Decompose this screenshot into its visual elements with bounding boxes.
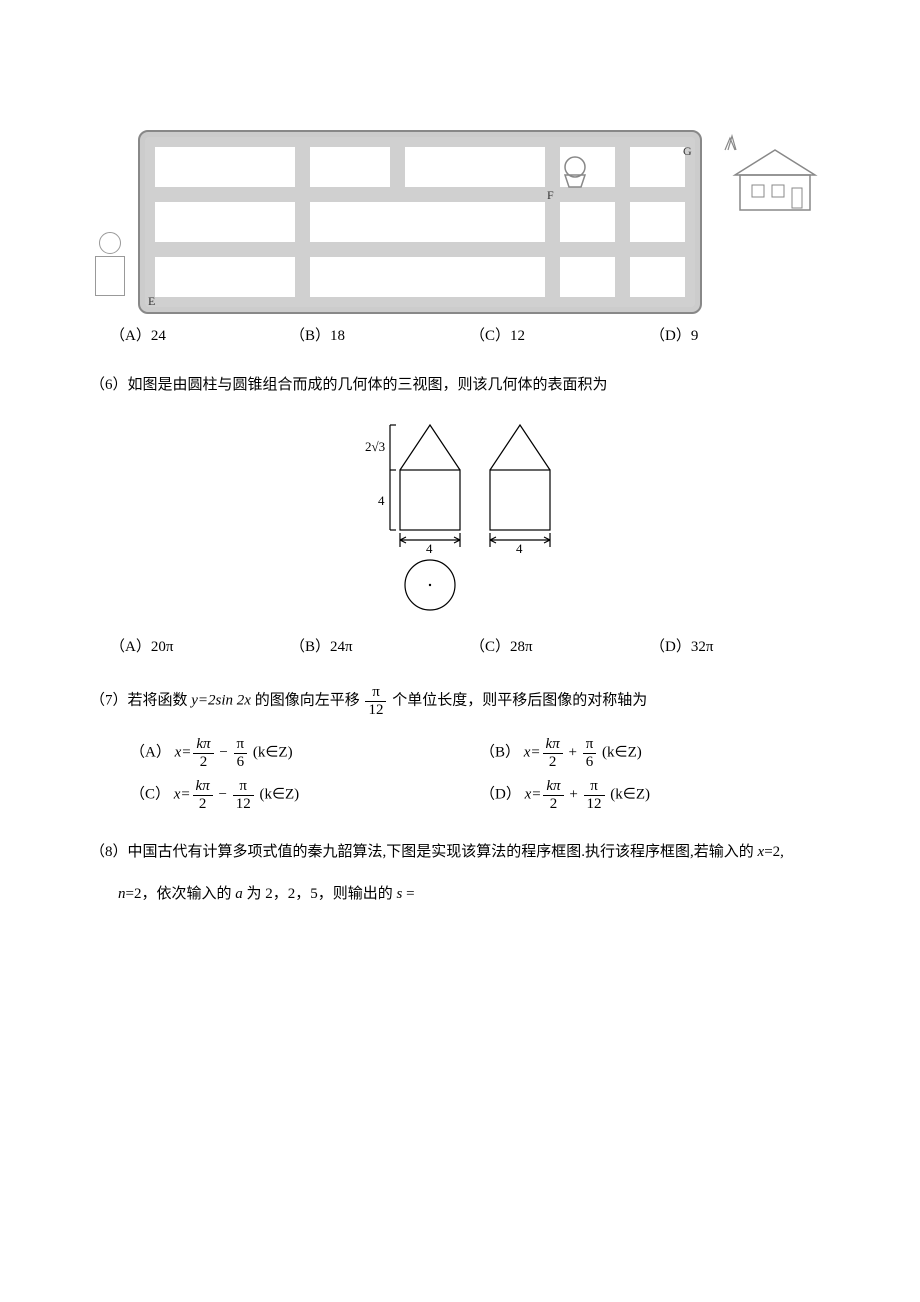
- house-icon: [710, 130, 830, 220]
- boy-icon: [90, 224, 130, 314]
- q7-suffix: 个单位长度，则平移后图像的对称轴为: [388, 692, 647, 708]
- q8-line2: n=2，依次输入的 a 为 2，2，5，则输出的 s =: [118, 882, 830, 906]
- cone-height-label: 2√3: [365, 439, 385, 454]
- q5-options: （A）24 （B）18 （C）12 （D）9: [110, 324, 830, 345]
- label-E: E: [148, 294, 155, 307]
- width-label-1: 4: [426, 541, 433, 556]
- q6-text: （6）如图是由圆柱与圆锥组合而成的几何体的三视图，则该几何体的表面积为: [90, 373, 830, 397]
- cyl-height-label: 4: [378, 493, 385, 508]
- q8-line1: （8）中国古代有计算多项式值的秦九韶算法,下图是实现该算法的程序框图.执行该程序…: [90, 840, 830, 864]
- grid-map: E F G: [138, 130, 702, 314]
- q7-opt-A: （A） x=kπ2 − π6 (k∈Z): [130, 736, 480, 770]
- q6-opt-C: （C）28π: [470, 635, 650, 656]
- q5-figure: E F G: [90, 130, 830, 314]
- q5-opt-B: （B）18: [290, 324, 470, 345]
- q7-func: y=2sin 2x: [191, 692, 251, 708]
- q7-prefix: （7）若将函数: [90, 692, 191, 708]
- q5-opt-A: （A）24: [110, 324, 290, 345]
- q7-text: （7）若将函数 y=2sin 2x 的图像向左平移 π12 个单位长度，则平移后…: [90, 684, 830, 718]
- q7-opt-C: （C） x=kπ2 − π12 (k∈Z): [130, 778, 480, 812]
- q6-opt-D: （D）32π: [650, 635, 830, 656]
- q7-opt-D: （D） x=kπ2 + π12 (k∈Z): [480, 778, 830, 812]
- q6-options: （A）20π （B）24π （C）28π （D）32π: [110, 635, 830, 656]
- q6-diagram: 2√3 4 4 4: [90, 415, 830, 615]
- q7-mid: 的图像向左平移: [251, 692, 364, 708]
- q6-opt-B: （B）24π: [290, 635, 470, 656]
- width-label-2: 4: [516, 541, 523, 556]
- q7-opt-B: （B） x=kπ2 + π6 (k∈Z): [480, 736, 830, 770]
- q7-frac: π12: [365, 684, 386, 718]
- q5-opt-C: （C）12: [470, 324, 650, 345]
- q5-opt-D: （D）9: [650, 324, 830, 345]
- q7-options: （A） x=kπ2 − π6 (k∈Z) （B） x=kπ2 + π6 (k∈Z…: [130, 736, 830, 812]
- q6-opt-A: （A）20π: [110, 635, 290, 656]
- label-F: F: [547, 188, 554, 202]
- label-G: G: [683, 144, 692, 158]
